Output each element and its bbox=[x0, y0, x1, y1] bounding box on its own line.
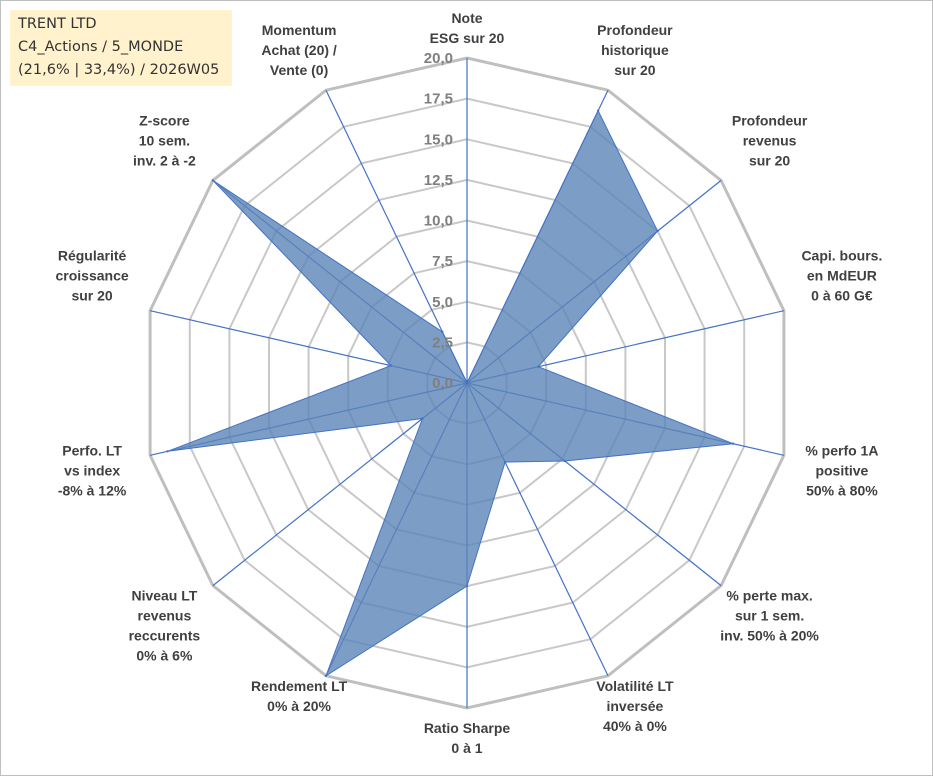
category-label-line: historique bbox=[601, 42, 669, 58]
category-label-line: ESG sur 20 bbox=[430, 30, 505, 46]
category-label-line: 0 à 60 G€ bbox=[811, 288, 873, 304]
category-label: Momentum Achat (20) / Vente (0) bbox=[261, 22, 337, 78]
data-point bbox=[563, 459, 566, 463]
category-label-line: inv. 50% à 20% bbox=[720, 628, 819, 644]
data-point bbox=[503, 460, 507, 464]
category-label-line: -8% à 12% bbox=[58, 482, 127, 498]
data-point bbox=[421, 417, 424, 420]
data-point bbox=[324, 674, 328, 677]
data-point bbox=[441, 330, 444, 333]
category-labels: Note ESG sur 20 Profondeur historique sur 20… bbox=[56, 10, 883, 756]
category-label-line: Momentum bbox=[262, 22, 337, 38]
info-box: TRENT LTD C4_Actions / 5_MONDE (21,6% | … bbox=[10, 10, 232, 86]
category-label: Volatilité LT inversée 40% à 0% bbox=[596, 678, 674, 734]
tick-label: 12,5 bbox=[424, 172, 453, 189]
category-label-line: positive bbox=[815, 462, 868, 478]
category-label-line: % perte max. bbox=[726, 588, 812, 604]
category-label: % perfo 1A positive 50% à 80% bbox=[805, 442, 878, 498]
category-label: Perfo. LT vs index -8% à 12% bbox=[58, 442, 127, 498]
category-label-line: croissance bbox=[56, 268, 129, 284]
category-label: Régularité croissance sur 20 bbox=[56, 248, 129, 304]
category-label-line: Vente (0) bbox=[270, 62, 328, 78]
tick-label: 7,5 bbox=[432, 253, 453, 270]
category-label: Profondeur revenus sur 20 bbox=[732, 112, 808, 168]
category-label-line: Perfo. LT bbox=[62, 442, 122, 458]
data-point bbox=[211, 179, 215, 182]
category-label-line: Note bbox=[451, 10, 482, 26]
category-label: Rendement LT 0% à 20% bbox=[251, 678, 348, 714]
category-label: Profondeur historique sur 20 bbox=[597, 22, 673, 78]
category-label-line: 0% à 20% bbox=[267, 698, 331, 714]
info-category: C4_Actions / 5_MONDE bbox=[18, 39, 184, 55]
category-label-line: Rendement LT bbox=[251, 678, 348, 694]
category-label-line: 10 sem. bbox=[139, 132, 190, 148]
category-label-line: 40% à 0% bbox=[603, 718, 667, 734]
tick-label: 15,0 bbox=[424, 131, 453, 148]
data-point bbox=[465, 584, 469, 588]
category-label-line: inversée bbox=[606, 698, 663, 714]
tick-label: 0,0 bbox=[432, 375, 453, 392]
category-label-line: Régularité bbox=[58, 248, 127, 264]
category-label-line: Niveau LT bbox=[131, 588, 197, 604]
data-point bbox=[537, 365, 540, 368]
data-point bbox=[389, 364, 393, 367]
category-label-line: reccurents bbox=[129, 628, 201, 644]
category-label-line: en MdEUR bbox=[807, 268, 877, 284]
category-label-line: 0% à 6% bbox=[136, 648, 193, 664]
category-label-line: Capi. bours. bbox=[801, 248, 882, 264]
category-label-line: Z-score bbox=[139, 112, 190, 128]
data-point bbox=[596, 109, 600, 112]
category-label: Ratio Sharpe 0 à 1 bbox=[424, 720, 511, 756]
category-label-line: sur 1 sem. bbox=[735, 608, 804, 624]
category-label-line: Profondeur bbox=[732, 112, 808, 128]
category-label-line: 0 à 1 bbox=[451, 740, 482, 756]
category-label-line: sur 20 bbox=[614, 62, 655, 78]
category-label: Note ESG sur 20 bbox=[430, 10, 505, 46]
info-title: TRENT LTD bbox=[18, 16, 97, 32]
category-label-line: vs index bbox=[64, 462, 120, 478]
data-point bbox=[465, 381, 469, 385]
info-stats: (21,6% | 33,4%) / 2026W05 bbox=[18, 62, 220, 78]
tick-label: 10,0 bbox=[424, 213, 453, 230]
category-label: Niveau LT revenus reccurents 0% à 6% bbox=[129, 588, 201, 664]
series-area bbox=[167, 109, 734, 678]
category-label-line: % perfo 1A bbox=[805, 442, 878, 458]
category-label-line: Volatilité LT bbox=[596, 678, 674, 694]
category-label-line: inv. 2 à -2 bbox=[133, 152, 196, 168]
category-label: % perte max. sur 1 sem. inv. 50% à 20% bbox=[720, 588, 819, 644]
radar-series bbox=[166, 109, 735, 678]
category-label-line: Achat (20) / bbox=[261, 42, 337, 58]
data-point bbox=[656, 229, 659, 233]
category-label-line: revenus bbox=[138, 608, 192, 624]
category-label-line: sur 20 bbox=[71, 288, 112, 304]
category-label-line: Profondeur bbox=[597, 22, 673, 38]
tick-label: 2,5 bbox=[432, 334, 453, 351]
data-point bbox=[732, 442, 735, 445]
category-label: Capi. bours. en MdEUR 0 à 60 G€ bbox=[801, 248, 882, 304]
data-point bbox=[166, 450, 169, 453]
radial-axis-ticks: 0,0 2,5 5,0 7,5 10,0 12,5 15,0 17,5 20,0 bbox=[424, 50, 453, 392]
category-label-line: 50% à 80% bbox=[806, 482, 878, 498]
tick-label: 5,0 bbox=[432, 294, 453, 311]
category-label: Z-score 10 sem. inv. 2 à -2 bbox=[133, 112, 196, 168]
category-label-line: Ratio Sharpe bbox=[424, 720, 511, 736]
tick-label: 20,0 bbox=[424, 50, 453, 67]
category-label-line: revenus bbox=[743, 132, 797, 148]
tick-label: 17,5 bbox=[424, 91, 453, 108]
category-label-line: sur 20 bbox=[749, 152, 790, 168]
